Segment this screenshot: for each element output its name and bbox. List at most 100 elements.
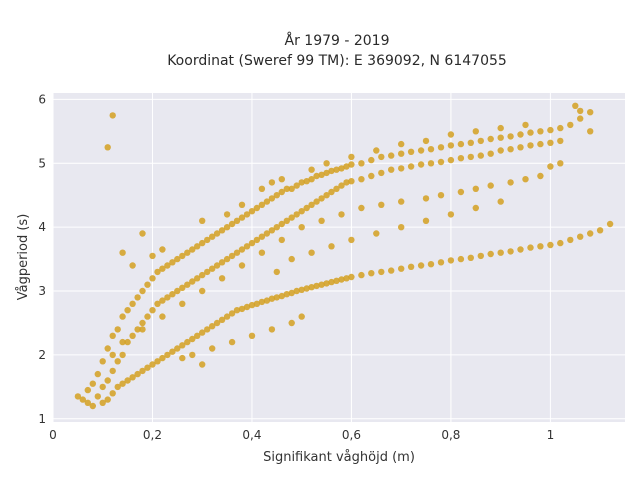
- data-point: [154, 358, 161, 365]
- data-point: [89, 402, 97, 410]
- data-point: [204, 236, 211, 244]
- data-point: [348, 273, 355, 281]
- data-point: [308, 284, 315, 291]
- data-point: [378, 268, 385, 276]
- data-point: [79, 396, 87, 403]
- data-point: [537, 172, 544, 180]
- data-point: [313, 282, 320, 290]
- data-point: [587, 109, 594, 116]
- data-point: [398, 140, 405, 148]
- data-point: [472, 128, 479, 135]
- data-point: [258, 298, 266, 306]
- chart-title-line1: År 1979 - 2019: [285, 32, 390, 49]
- data-point: [358, 176, 365, 183]
- data-point: [457, 155, 465, 162]
- data-point: [303, 178, 310, 185]
- data-point: [248, 332, 256, 339]
- data-point: [119, 249, 126, 256]
- data-point: [218, 275, 226, 282]
- data-point: [273, 192, 280, 199]
- data-point: [497, 124, 504, 132]
- data-point: [283, 291, 290, 298]
- data-point: [323, 160, 330, 167]
- data-point: [179, 354, 186, 362]
- data-point: [114, 383, 121, 391]
- data-point: [388, 166, 395, 173]
- data-point: [427, 160, 435, 167]
- data-point: [328, 167, 335, 175]
- data-point: [467, 254, 474, 261]
- data-point: [323, 192, 330, 199]
- data-point: [477, 152, 484, 159]
- data-point: [378, 169, 385, 177]
- data-point: [338, 165, 345, 172]
- data-point: [527, 244, 534, 251]
- data-point: [293, 211, 300, 218]
- data-point: [114, 358, 121, 365]
- data-point: [278, 292, 285, 300]
- data-point: [407, 163, 415, 170]
- data-point: [298, 224, 305, 231]
- data-point: [517, 246, 524, 253]
- data-point: [99, 383, 106, 391]
- data-point: [189, 351, 196, 359]
- data-point: [104, 144, 111, 151]
- data-point: [522, 121, 529, 129]
- data-point: [373, 230, 380, 237]
- data-point: [189, 335, 196, 343]
- data-point: [318, 217, 325, 224]
- data-point: [209, 233, 216, 240]
- data-point: [298, 313, 305, 320]
- data-point: [253, 204, 261, 212]
- data-point: [223, 224, 231, 231]
- data-point: [218, 316, 226, 323]
- data-point: [154, 268, 161, 276]
- data-point: [238, 262, 246, 269]
- data-point: [388, 152, 395, 159]
- data-point: [199, 217, 206, 224]
- x-tick-label: 0,4: [242, 428, 261, 442]
- data-point: [159, 246, 166, 253]
- data-point: [308, 176, 315, 183]
- data-point: [213, 230, 221, 237]
- data-point: [497, 134, 504, 141]
- data-point: [114, 326, 121, 333]
- data-point: [243, 303, 251, 311]
- data-point: [417, 262, 425, 269]
- y-axis-label: Vågperiod (s): [16, 214, 31, 301]
- data-point: [144, 364, 151, 371]
- data-point: [517, 131, 524, 138]
- data-point: [557, 124, 564, 132]
- data-point: [487, 135, 494, 143]
- data-point: [258, 185, 266, 192]
- data-point: [124, 377, 131, 384]
- data-point: [159, 297, 166, 304]
- data-point: [243, 243, 251, 250]
- data-point: [467, 139, 474, 146]
- data-point: [218, 227, 226, 234]
- data-point: [129, 300, 136, 307]
- data-point: [333, 185, 340, 192]
- data-point: [577, 233, 584, 240]
- data-point: [204, 326, 211, 333]
- data-point: [537, 140, 544, 148]
- data-point: [422, 137, 430, 145]
- data-point: [333, 277, 340, 284]
- data-point: [109, 112, 116, 119]
- data-point: [129, 262, 136, 269]
- data-point: [517, 144, 524, 151]
- data-point: [233, 217, 241, 224]
- data-point: [323, 169, 330, 177]
- data-point: [174, 255, 181, 263]
- data-point: [223, 313, 231, 320]
- data-point: [223, 211, 231, 218]
- data-point: [288, 185, 295, 192]
- x-axis-ticks: 0 0,2 0,4 0,6 0,8 1: [49, 428, 554, 442]
- data-point: [577, 107, 584, 115]
- data-point: [308, 249, 315, 256]
- data-point: [343, 163, 350, 170]
- data-point: [199, 329, 206, 336]
- data-point: [288, 289, 295, 297]
- data-point: [278, 176, 285, 183]
- data-point: [84, 399, 92, 406]
